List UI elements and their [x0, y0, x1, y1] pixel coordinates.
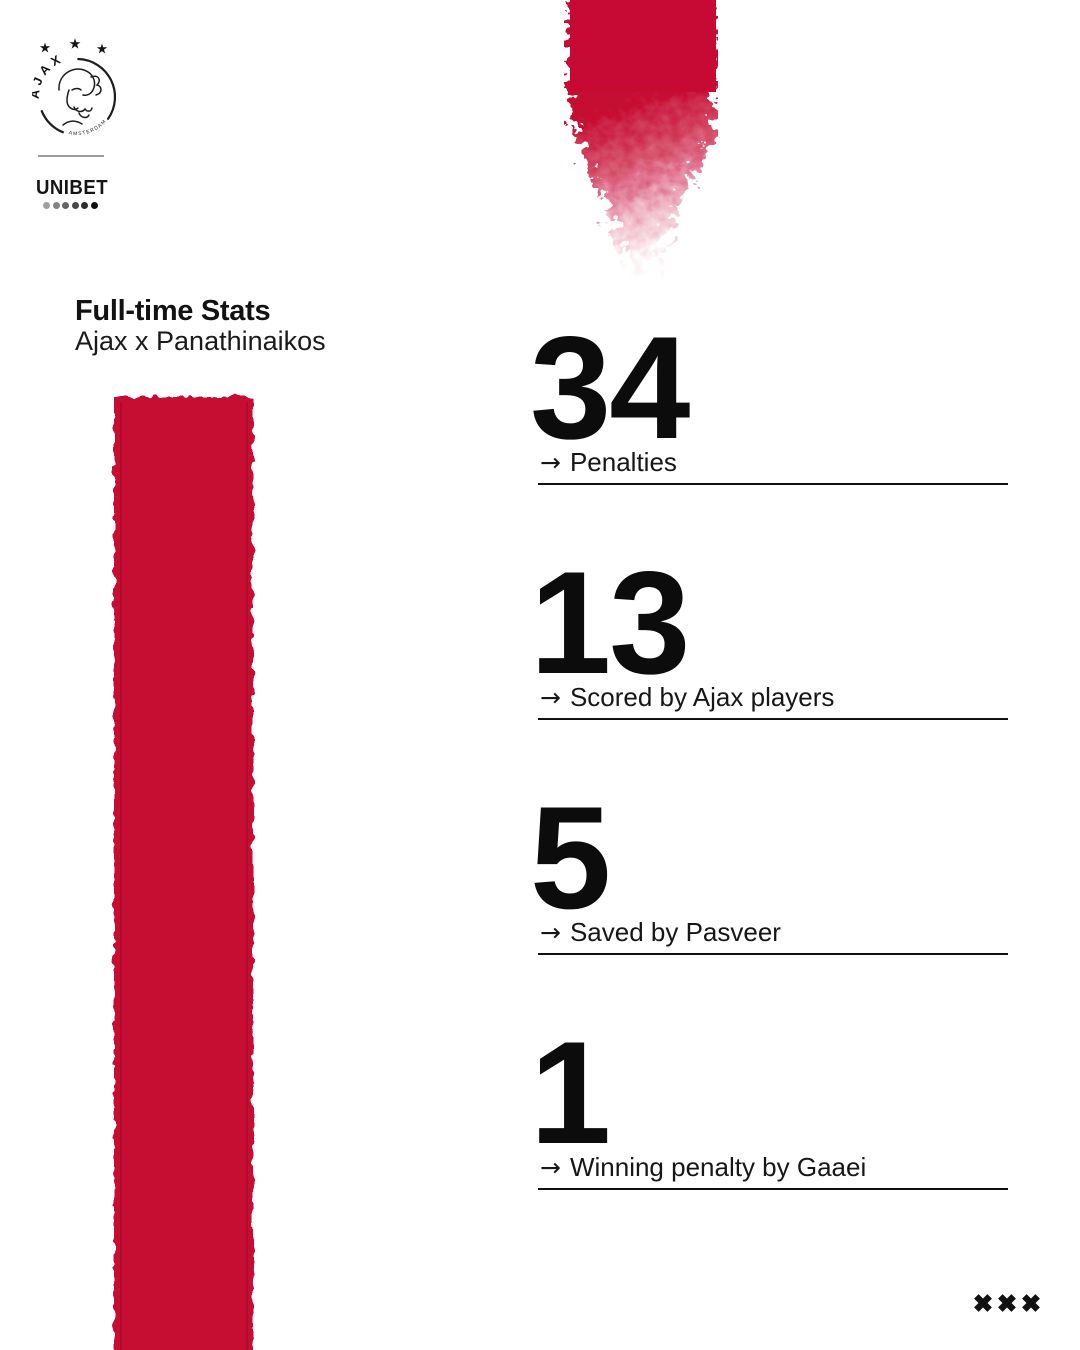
star-icons: [39, 38, 108, 54]
amsterdam-xxx-icon: [969, 1289, 1045, 1317]
stat-divider: [538, 718, 1008, 720]
svg-text:AJAX: AJAX: [32, 51, 66, 100]
stat-label-row: → Winning penalty by Gaaei: [540, 1152, 866, 1183]
arrow-right-icon: →: [540, 918, 561, 947]
stat-value: 5: [530, 776, 611, 939]
unibet-logo: UNIBET: [36, 177, 109, 199]
sponsor-dot: [71, 202, 79, 209]
arrow-right-icon: →: [540, 1153, 561, 1182]
stat-label: Winning penalty by Gaaei: [569, 1152, 867, 1182]
stat-divider: [538, 1188, 1008, 1190]
sponsor-dot: [90, 202, 98, 209]
stat-value: 1: [530, 1011, 611, 1174]
club-name-text: AJAX: [32, 51, 62, 100]
sponsor-dot: [81, 202, 88, 209]
ajax-head-art: [58, 68, 102, 126]
stat-label-row: → Saved by Pasveer: [540, 917, 781, 948]
page-title: Full-time Stats: [75, 295, 271, 327]
stat-divider: [538, 483, 1008, 485]
arrow-right-icon: →: [540, 448, 561, 477]
sponsor-dot: [52, 202, 60, 209]
stat-value: 34: [530, 306, 690, 469]
sponsor-dot: [43, 202, 50, 209]
arrow-right-icon: →: [540, 683, 561, 712]
ajax-crest-icon: AJAX AMSTERDAM: [32, 36, 122, 148]
stat-label-row: → Scored by Ajax players: [540, 682, 834, 713]
stat-label-row: → Penalties: [540, 447, 677, 478]
stat-penalties: 34 → Penalties: [530, 315, 1008, 553]
stat-label: Penalties: [569, 447, 677, 477]
sponsor-dot: [62, 202, 69, 209]
stat-winning-penalty: 1 → Winning penalty by Gaaei: [530, 1020, 1008, 1258]
stat-label: Scored by Ajax players: [569, 682, 835, 712]
red-brush-left: [106, 388, 258, 1350]
stat-label: Saved by Pasveer: [569, 917, 781, 947]
title-block: Full-time Stats Ajax x Panathinaikos: [75, 296, 326, 356]
page-subtitle: Ajax x Panathinaikos: [75, 326, 326, 356]
stat-scored: 13 → Scored by Ajax players: [530, 550, 1008, 788]
unibet-dots-icon: [43, 202, 98, 209]
sponsor-divider: [38, 155, 104, 157]
stat-value: 13: [530, 541, 690, 704]
red-brush-top: [564, 0, 718, 330]
stat-divider: [538, 953, 1008, 955]
stat-saved: 5 → Saved by Pasveer: [530, 785, 1008, 1023]
